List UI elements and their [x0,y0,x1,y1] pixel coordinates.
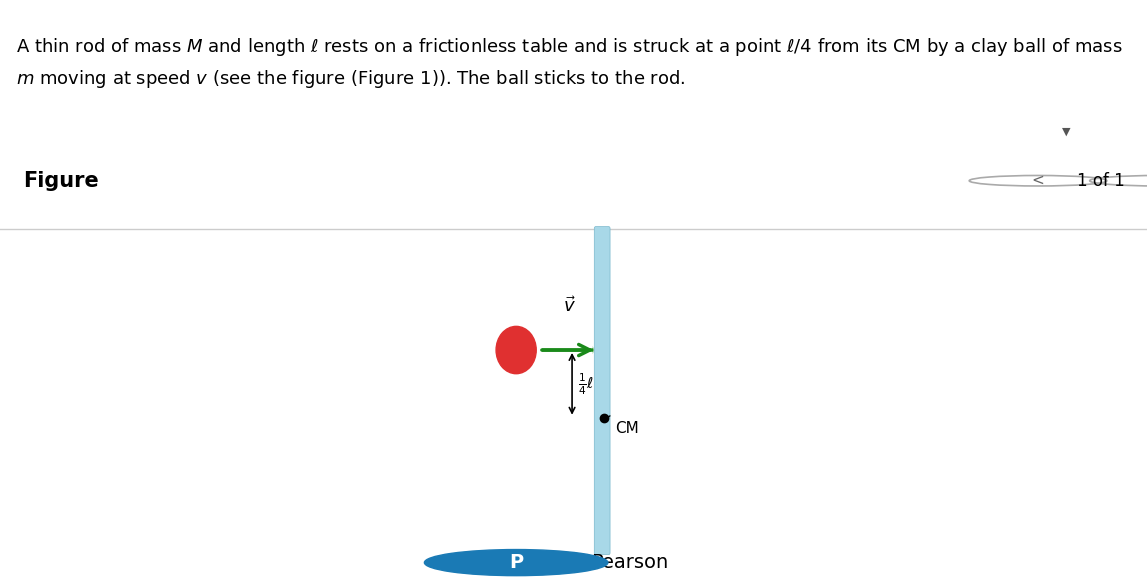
Text: 1 of 1: 1 of 1 [1077,172,1125,189]
FancyBboxPatch shape [594,227,610,554]
Circle shape [496,326,536,374]
Text: Figure: Figure [23,171,99,191]
Text: $\frac{1}{4}\ell$: $\frac{1}{4}\ell$ [578,371,594,396]
Text: A thin rod of mass $M$ and length $\ell$ rests on a frictionless table and is st: A thin rod of mass $M$ and length $\ell$… [16,36,1123,90]
Circle shape [424,550,608,575]
Text: CM: CM [615,421,639,436]
Text: <: < [1031,173,1045,188]
Text: P: P [509,553,523,572]
Text: ▼: ▼ [1062,126,1071,136]
Text: Pearson: Pearson [591,553,668,572]
Text: $\vec{v}$: $\vec{v}$ [563,296,576,316]
